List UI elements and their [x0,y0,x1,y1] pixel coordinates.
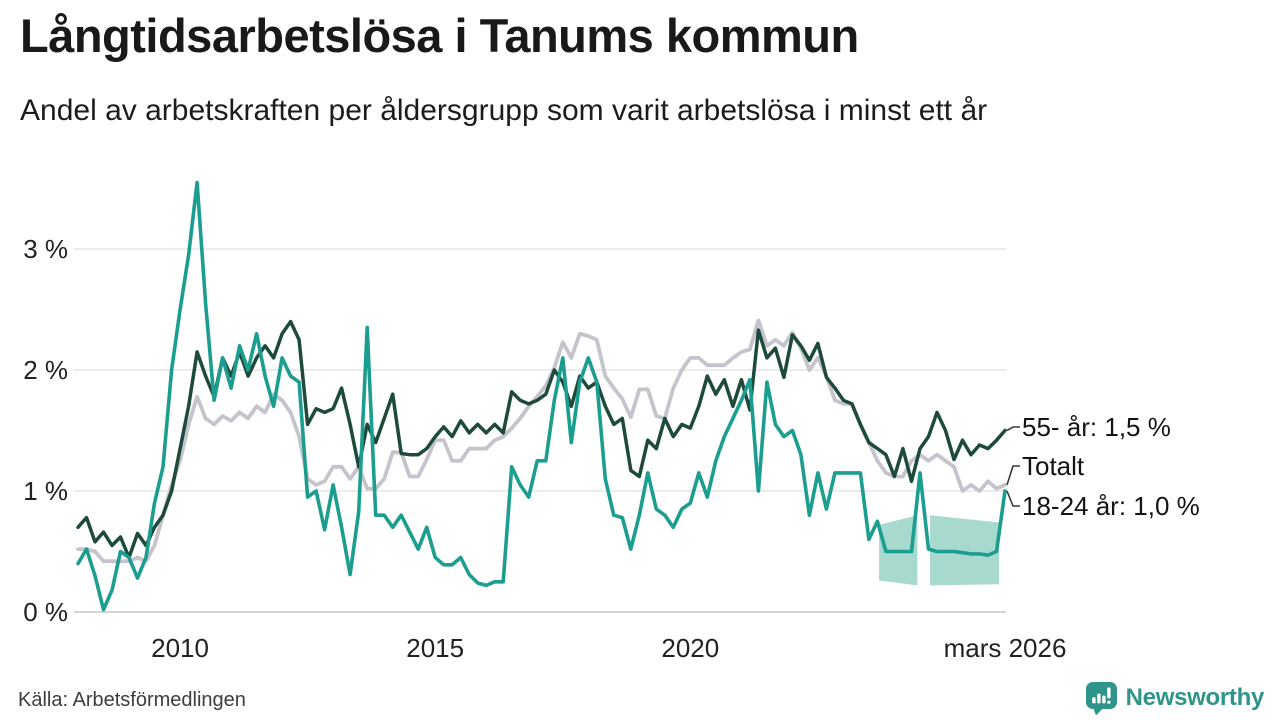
series-end-label-total: Totalt [1022,451,1085,481]
label-leader-line [1006,490,1020,507]
newsworthy-logo[interactable]: Newsworthy [1085,681,1264,715]
series-end-label-18-24: 18-24 år: 1,0 % [1022,491,1200,521]
series-end-label-55plus: 55- år: 1,5 % [1022,412,1171,442]
label-leader-line [1006,426,1020,432]
series-line-18-24år [76,180,1007,612]
source-caption: Källa: Arbetsförmedlingen [18,689,246,711]
x-tick-label: mars 2026 [943,633,1067,663]
chart-subtitle: Andel av arbetskraften per åldersgrupp s… [20,94,988,127]
confidence-band [930,515,999,586]
newsworthy-wordmark: Newsworthy [1125,684,1265,711]
x-tick-label: 2015 [406,633,465,663]
y-tick-label: 2 % [23,355,68,385]
x-tick-label: 2020 [661,633,720,663]
label-leader-line [1006,465,1020,486]
y-tick-label: 1 % [23,476,68,506]
chart-title: Långtidsarbetslösa i Tanums kommun [20,9,859,62]
newsworthy-icon [1085,682,1117,715]
y-tick-label: 3 % [23,234,68,264]
x-tick-label: 2010 [151,633,209,663]
y-tick-label: 0 % [23,597,68,627]
